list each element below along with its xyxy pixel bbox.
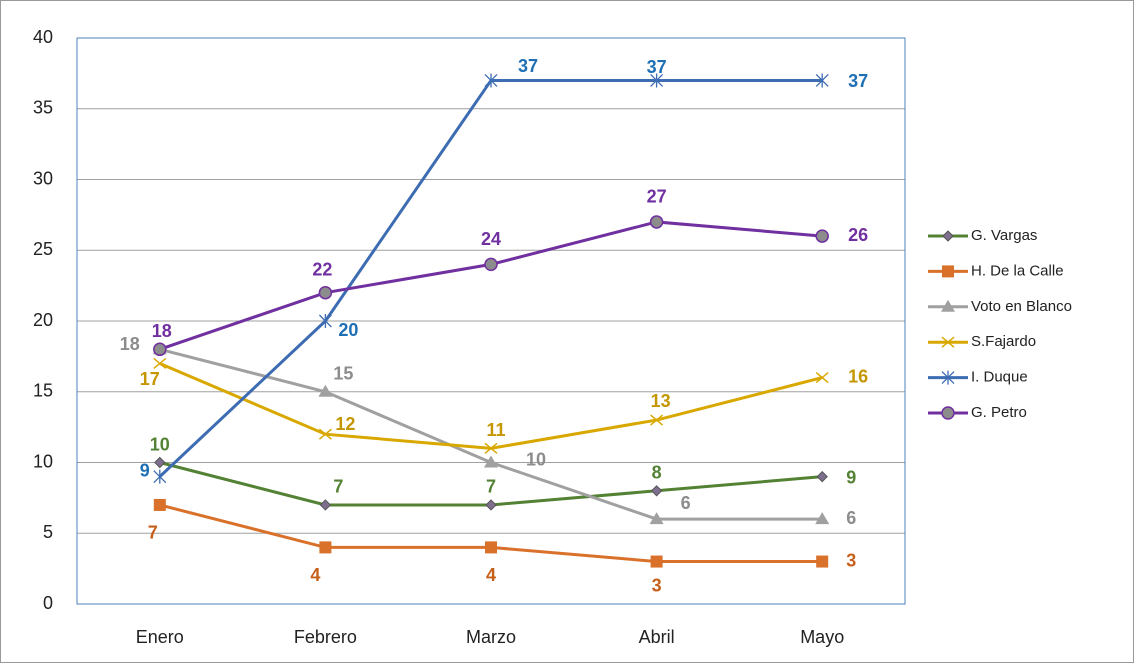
marker [941, 299, 955, 312]
data-label: 7 [333, 477, 343, 497]
marker [484, 257, 498, 272]
marker [815, 372, 829, 384]
legend-label: S.Fajardo [971, 333, 1036, 350]
marker [484, 455, 498, 468]
marker [485, 541, 497, 554]
plot-frame [76, 37, 906, 605]
data-label: 37 [848, 71, 868, 91]
marker [815, 229, 829, 243]
marker [484, 73, 498, 88]
data-label: 16 [848, 366, 868, 386]
data-label: 9 [140, 460, 150, 480]
data-label: 37 [647, 57, 667, 77]
data-label: 12 [335, 414, 355, 434]
data-label: 37 [518, 56, 538, 76]
data-label: 18 [152, 321, 172, 341]
marker [153, 342, 167, 357]
marker [650, 73, 664, 88]
y-tick-label: 10 [33, 451, 53, 471]
marker [649, 512, 664, 525]
y-tick-label: 40 [33, 27, 53, 47]
marker [318, 285, 333, 300]
data-label: 24 [481, 229, 501, 249]
marker [153, 498, 166, 511]
x-tick-label: Enero [136, 627, 184, 647]
marker [941, 336, 955, 348]
marker [485, 499, 497, 511]
marker [816, 470, 828, 483]
marker [318, 384, 333, 397]
data-label: 7 [148, 523, 158, 543]
legend-label: I. Duque [971, 369, 1028, 386]
marker [816, 555, 829, 568]
marker [153, 357, 167, 370]
data-label: 11 [486, 420, 505, 440]
data-label: 13 [651, 391, 671, 411]
data-label: 26 [848, 225, 868, 245]
y-tick-label: 15 [33, 381, 53, 401]
data-label: 10 [150, 434, 170, 454]
data-label: 6 [846, 508, 856, 528]
marker [154, 456, 166, 469]
data-label: 15 [333, 364, 353, 384]
data-label: 22 [312, 259, 332, 279]
x-tick-label: Febrero [294, 627, 357, 647]
data-label: 4 [486, 565, 496, 585]
marker [942, 230, 954, 242]
data-label: 3 [652, 575, 662, 595]
marker [319, 499, 332, 511]
data-label: 10 [526, 449, 546, 469]
marker [650, 555, 663, 568]
data-label: 27 [647, 187, 667, 207]
data-label: 4 [310, 565, 320, 585]
data-label: 9 [846, 467, 856, 487]
data-label: 6 [681, 493, 691, 513]
data-label: 7 [486, 477, 496, 497]
y-tick-label: 35 [33, 98, 53, 118]
marker [650, 414, 664, 426]
marker [941, 406, 955, 420]
x-tick-label: Mayo [800, 627, 844, 647]
y-tick-label: 25 [33, 239, 53, 259]
legend-label: H. De la Calle [971, 262, 1064, 279]
y-tick-label: 20 [33, 310, 53, 330]
legend-label: G. Petro [971, 404, 1027, 421]
legend-label: Voto en Blanco [971, 298, 1072, 315]
y-tick-label: 30 [33, 168, 53, 188]
marker [650, 485, 663, 497]
marker [153, 469, 167, 484]
data-label: 20 [338, 320, 358, 340]
data-label: 18 [120, 334, 140, 354]
data-label: 17 [140, 369, 160, 389]
marker [815, 512, 830, 525]
marker [942, 265, 954, 278]
marker [318, 428, 332, 440]
data-label: 8 [652, 463, 662, 483]
marker [484, 442, 498, 454]
marker [319, 541, 332, 554]
marker [318, 314, 332, 328]
y-tick-label: 0 [43, 593, 53, 613]
legend-label: G. Vargas [971, 227, 1037, 244]
y-tick-label: 5 [43, 522, 53, 542]
x-tick-label: Marzo [466, 627, 516, 647]
marker [941, 370, 955, 385]
x-tick-label: Abril [639, 627, 675, 647]
marker [815, 73, 829, 88]
data-label: 3 [846, 550, 856, 570]
marker [649, 215, 664, 229]
